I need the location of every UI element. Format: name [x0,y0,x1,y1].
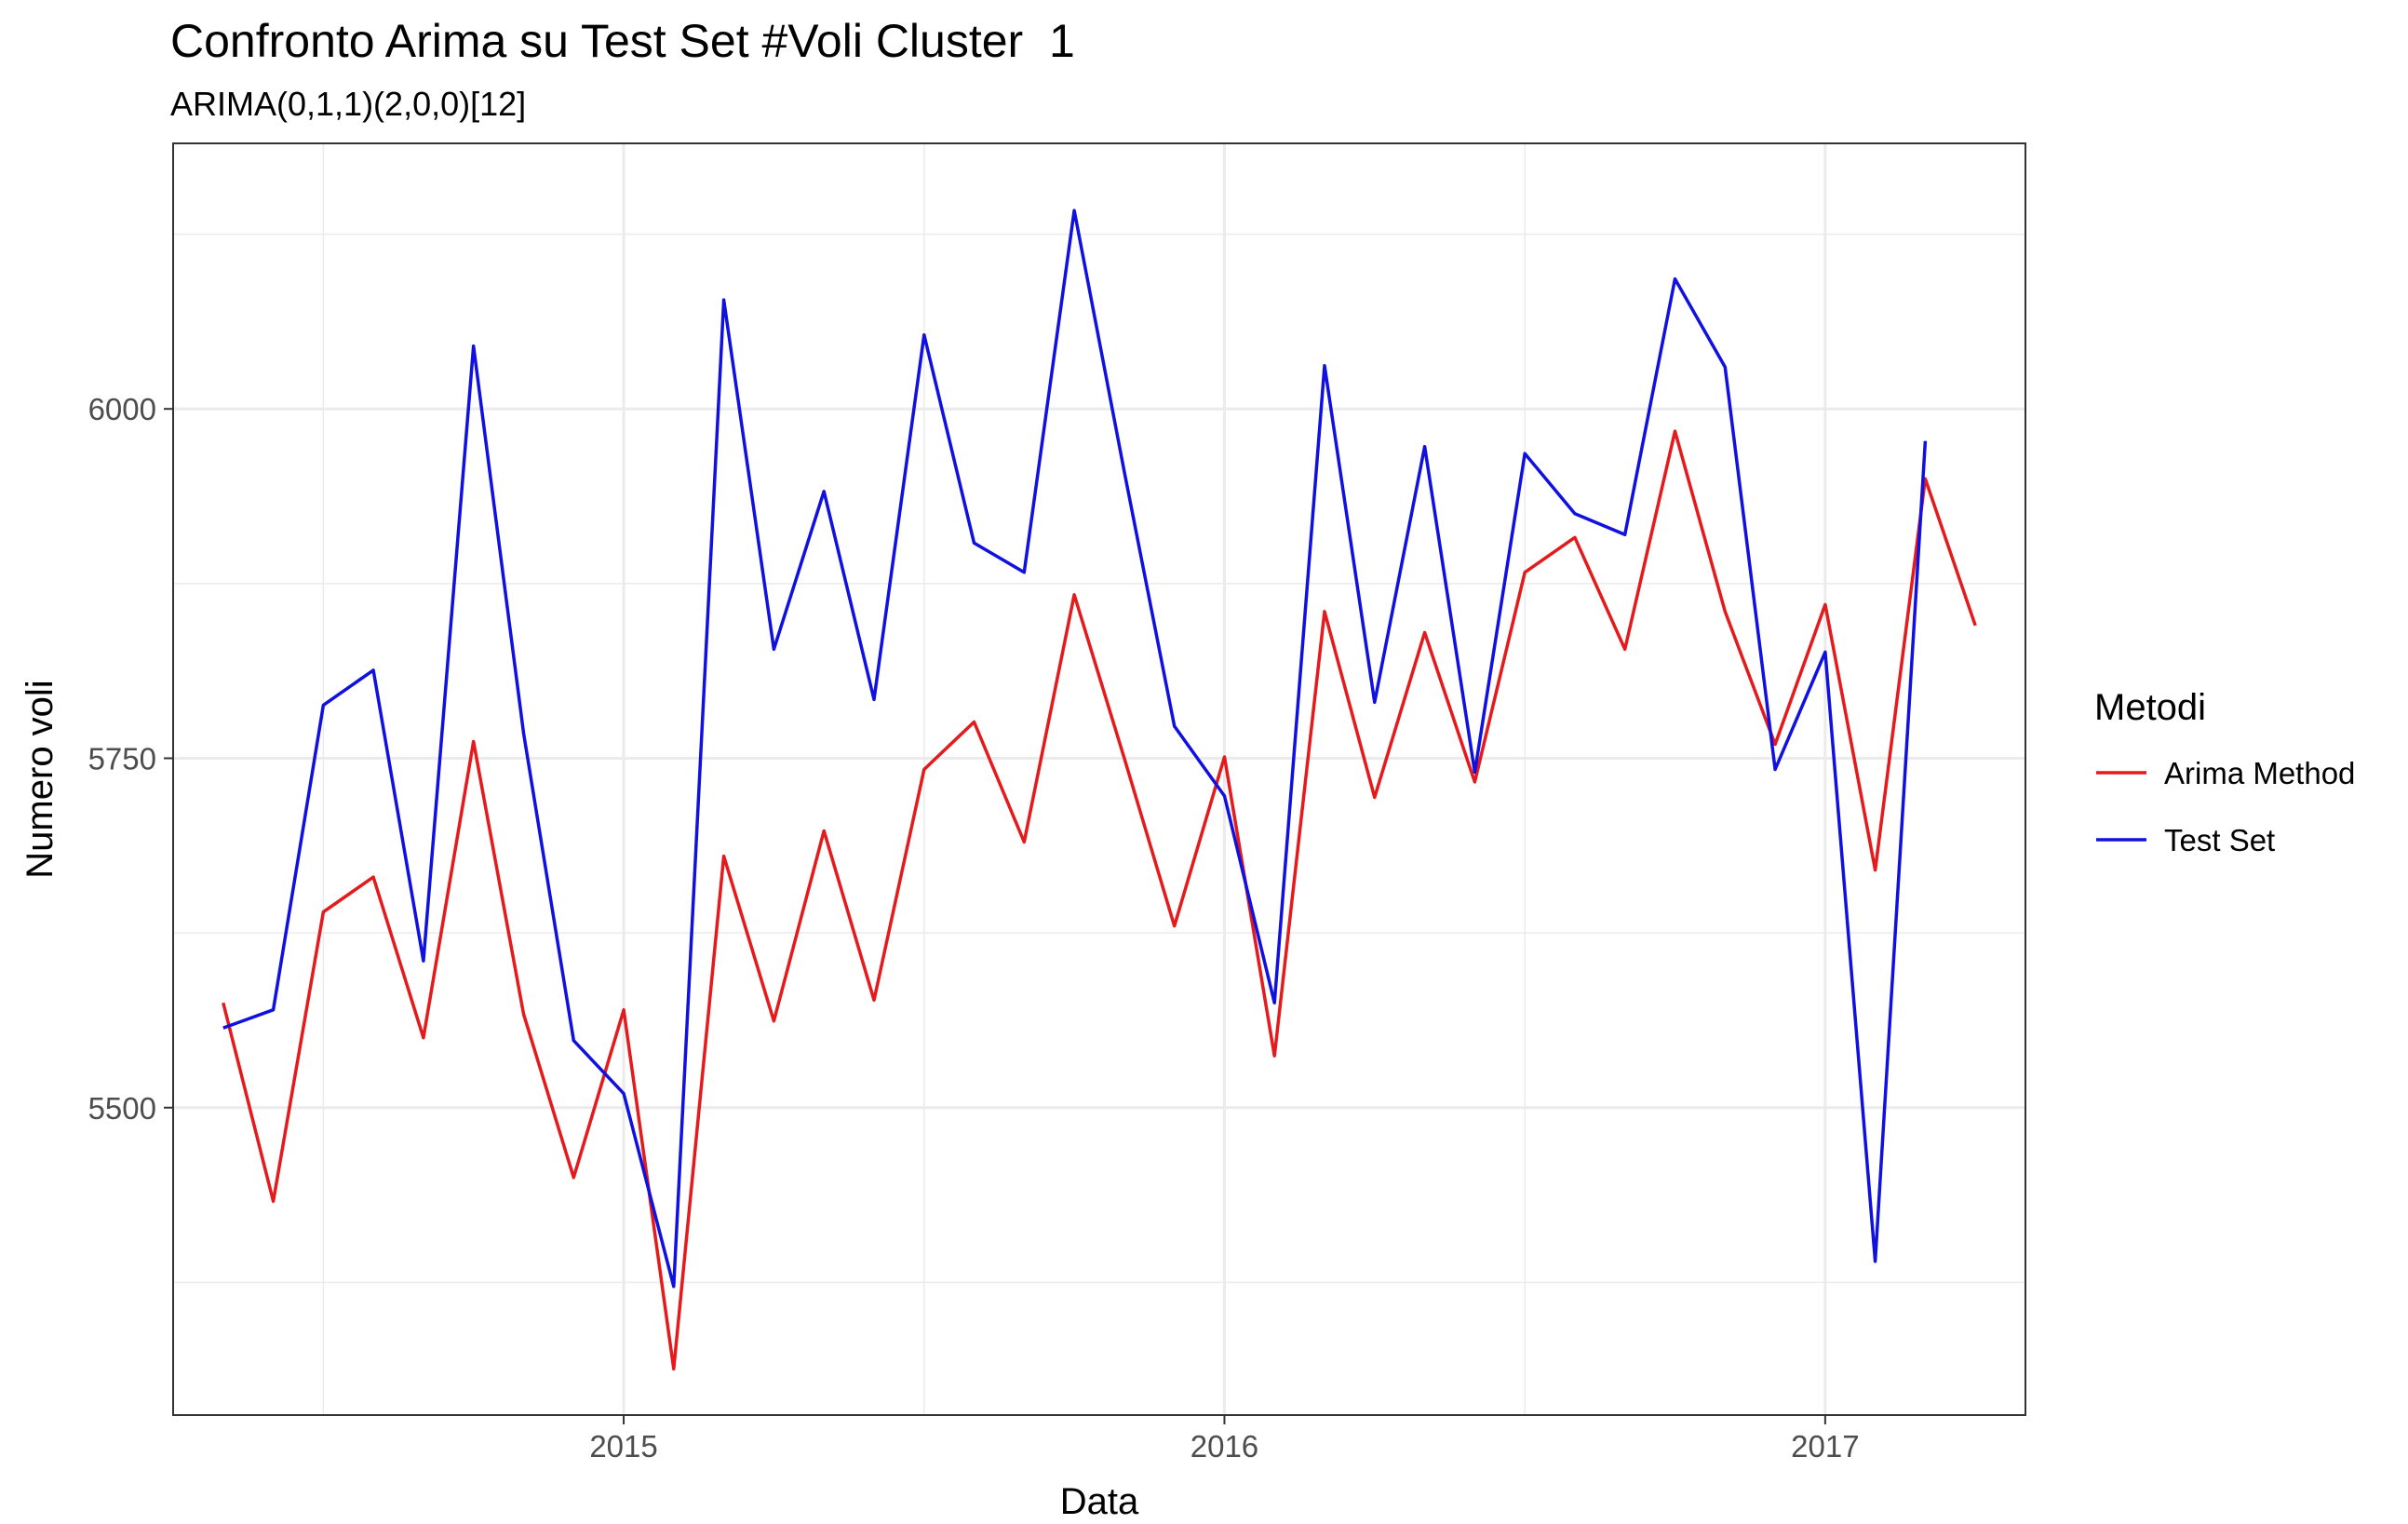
chart-subtitle: ARIMA(0,1,1)(2,0,0)[12] [170,85,526,123]
series-lines [222,209,1977,1371]
y-tick-label: 6000 [88,392,156,426]
plot-border [172,142,2026,1416]
x-axis-title: Data [1060,1481,1139,1522]
x-tick-label: 2016 [1191,1429,1258,1463]
legend-title: Metodi [2094,687,2206,728]
chart-title: Confronto Arima su Test Set #Voli Cluste… [170,15,1075,67]
plot-area [172,142,2026,1416]
x-tick-label: 2017 [1791,1429,1859,1463]
legend-label-arima-method: Arima Method [2164,756,2355,790]
series-line-arima-method [222,429,1977,1371]
grid-lines [173,143,2025,1415]
y-tick-label: 5750 [88,741,156,775]
y-axis-title: Numero voli [20,680,61,878]
series-line-test-set [222,209,1928,1288]
x-tick-label: 2015 [589,1429,657,1463]
legend-label-test-set: Test Set [2164,823,2275,857]
y-axis: 5500 5750 6000 [88,392,173,1126]
y-tick-label: 5500 [88,1091,156,1126]
legend: Metodi Arima Method Test Set [2094,687,2355,857]
x-axis: 2015 2016 2017 [589,1415,1860,1463]
